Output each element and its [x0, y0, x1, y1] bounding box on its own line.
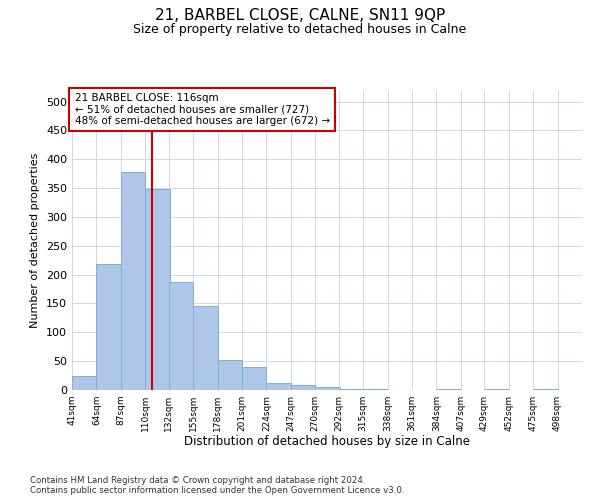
- Bar: [316, 387, 340, 390]
- Bar: [145, 189, 170, 390]
- Bar: [242, 367, 266, 390]
- Bar: [72, 376, 97, 390]
- Bar: [218, 360, 242, 390]
- Bar: [338, 389, 363, 390]
- Text: Size of property relative to detached houses in Calne: Size of property relative to detached ho…: [133, 22, 467, 36]
- Bar: [121, 172, 145, 390]
- Text: Contains HM Land Registry data © Crown copyright and database right 2024.
Contai: Contains HM Land Registry data © Crown c…: [30, 476, 404, 495]
- Bar: [193, 306, 218, 390]
- Text: 21, BARBEL CLOSE, CALNE, SN11 9QP: 21, BARBEL CLOSE, CALNE, SN11 9QP: [155, 8, 445, 22]
- Bar: [169, 282, 193, 390]
- Bar: [97, 264, 121, 390]
- Text: Distribution of detached houses by size in Calne: Distribution of detached houses by size …: [184, 435, 470, 448]
- Bar: [266, 383, 291, 390]
- Y-axis label: Number of detached properties: Number of detached properties: [31, 152, 40, 328]
- Bar: [291, 386, 316, 390]
- Text: 21 BARBEL CLOSE: 116sqm
← 51% of detached houses are smaller (727)
48% of semi-d: 21 BARBEL CLOSE: 116sqm ← 51% of detache…: [74, 93, 329, 126]
